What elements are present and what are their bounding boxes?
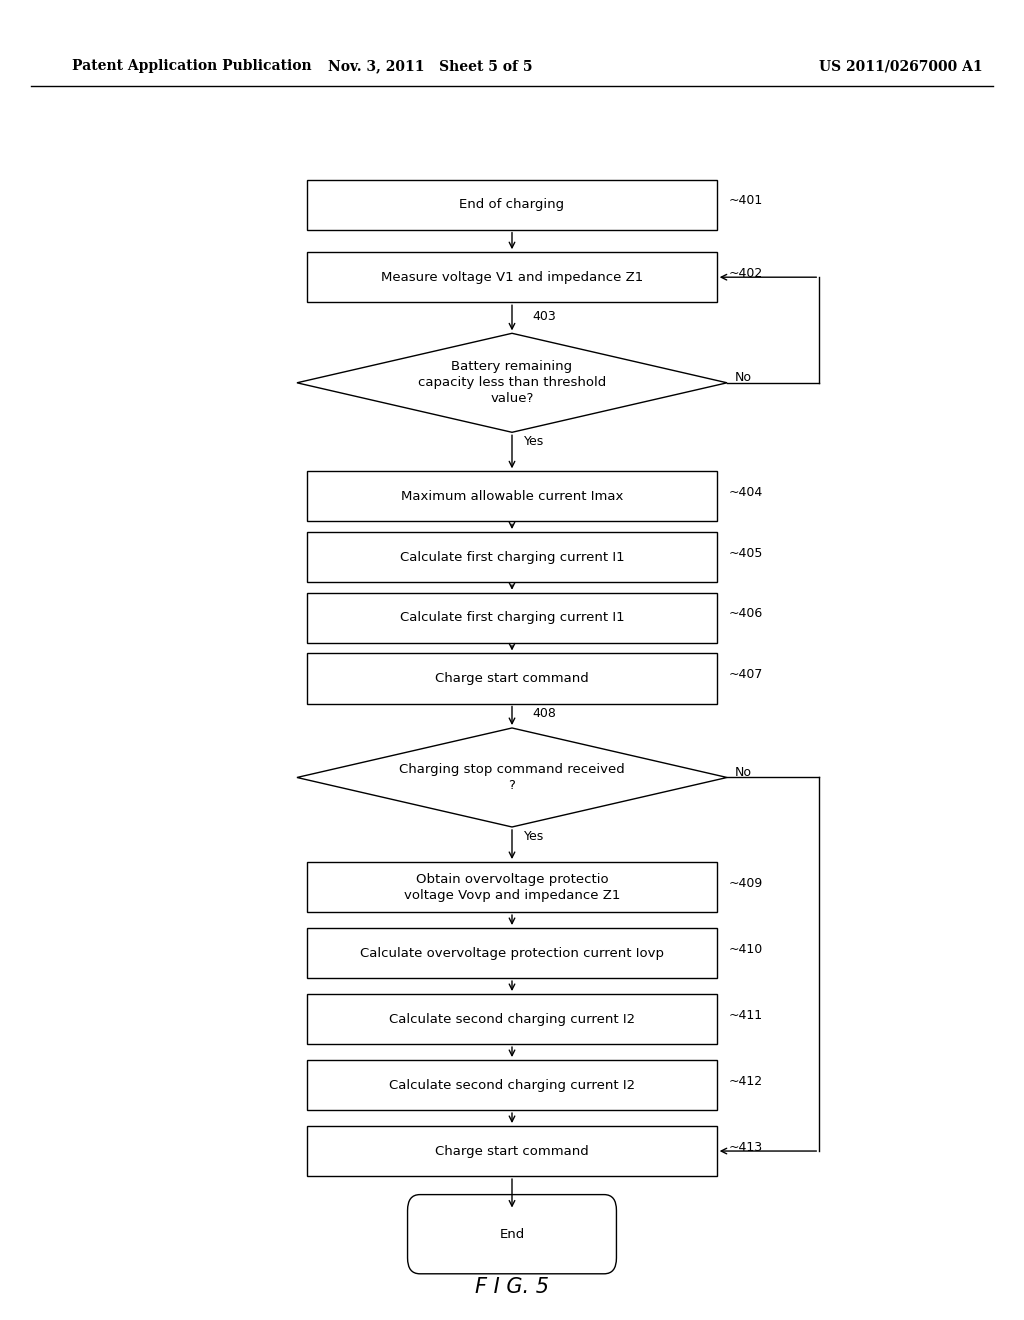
Text: ~413: ~413 — [729, 1140, 763, 1154]
Text: F I G. 5: F I G. 5 — [475, 1276, 549, 1298]
Text: ~402: ~402 — [729, 267, 763, 280]
Bar — [307, 532, 717, 582]
Text: ~411: ~411 — [729, 1008, 763, 1022]
Text: Calculate first charging current I1: Calculate first charging current I1 — [399, 611, 625, 624]
Text: 408: 408 — [532, 708, 556, 721]
Bar — [307, 593, 717, 643]
Bar — [307, 994, 717, 1044]
Text: Obtain overvoltage protectio
voltage Vovp and impedance Z1: Obtain overvoltage protectio voltage Vov… — [403, 873, 621, 902]
FancyBboxPatch shape — [408, 1195, 616, 1274]
Text: Patent Application Publication: Patent Application Publication — [72, 59, 311, 73]
Text: ~401: ~401 — [729, 194, 763, 207]
Text: 403: 403 — [532, 310, 556, 323]
Text: ~404: ~404 — [729, 486, 763, 499]
Bar — [307, 1060, 717, 1110]
Text: End of charging: End of charging — [460, 198, 564, 211]
Text: No: No — [735, 766, 753, 779]
Text: ~412: ~412 — [729, 1074, 763, 1088]
Text: Measure voltage V1 and impedance Z1: Measure voltage V1 and impedance Z1 — [381, 271, 643, 284]
Text: No: No — [735, 371, 753, 384]
Text: Charge start command: Charge start command — [435, 1144, 589, 1158]
Bar — [307, 471, 717, 521]
Bar — [307, 1126, 717, 1176]
Text: Calculate second charging current I2: Calculate second charging current I2 — [389, 1012, 635, 1026]
Text: Yes: Yes — [524, 436, 545, 447]
Text: Calculate first charging current I1: Calculate first charging current I1 — [399, 550, 625, 564]
Text: Calculate second charging current I2: Calculate second charging current I2 — [389, 1078, 635, 1092]
Bar — [307, 653, 717, 704]
Bar — [307, 180, 717, 230]
Bar — [307, 928, 717, 978]
Text: US 2011/0267000 A1: US 2011/0267000 A1 — [819, 59, 983, 73]
Text: Charging stop command received
?: Charging stop command received ? — [399, 763, 625, 792]
Text: End: End — [500, 1228, 524, 1241]
Bar — [307, 862, 717, 912]
Text: Nov. 3, 2011   Sheet 5 of 5: Nov. 3, 2011 Sheet 5 of 5 — [328, 59, 532, 73]
Text: ~407: ~407 — [729, 668, 764, 681]
Polygon shape — [297, 334, 727, 433]
Text: Charge start command: Charge start command — [435, 672, 589, 685]
Text: Yes: Yes — [524, 830, 545, 842]
Bar — [307, 252, 717, 302]
Text: Calculate overvoltage protection current Iovp: Calculate overvoltage protection current… — [360, 946, 664, 960]
Polygon shape — [297, 729, 727, 826]
Text: ~409: ~409 — [729, 876, 763, 890]
Text: Maximum allowable current Imax: Maximum allowable current Imax — [400, 490, 624, 503]
Text: ~410: ~410 — [729, 942, 763, 956]
Text: Battery remaining
capacity less than threshold
value?: Battery remaining capacity less than thr… — [418, 360, 606, 405]
Text: ~405: ~405 — [729, 546, 764, 560]
Text: ~406: ~406 — [729, 607, 763, 620]
